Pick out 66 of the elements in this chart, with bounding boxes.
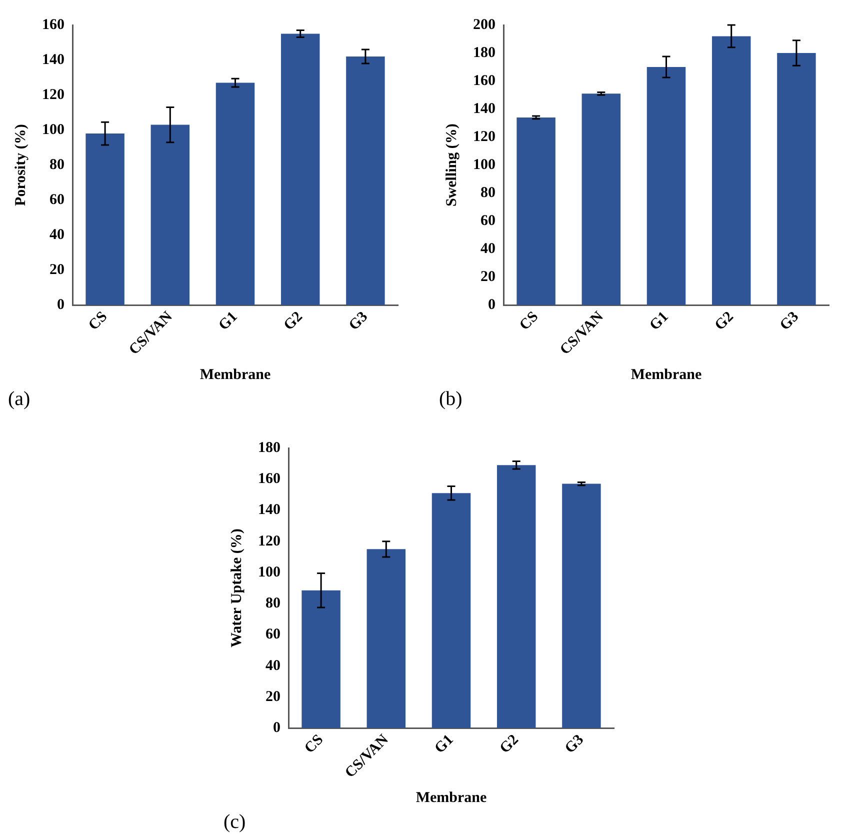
y-tick-label: 40 [265, 658, 280, 674]
y-tick-label: 140 [473, 100, 496, 117]
y-tick-label: 160 [258, 471, 280, 488]
y-tick-label: 100 [473, 156, 496, 173]
y-tick-label: 20 [50, 262, 64, 278]
y-tick-label: 80 [480, 184, 496, 201]
x-tick-label: G1 [216, 308, 241, 334]
bar [712, 36, 751, 306]
y-tick-label: 140 [258, 502, 280, 518]
bar [582, 94, 621, 306]
y-tick-label: 60 [50, 192, 64, 208]
y-tick-label: 20 [265, 688, 280, 705]
text: (c) [224, 811, 247, 834]
x-tick-label: CS [516, 308, 542, 334]
bar [150, 124, 190, 306]
y-axis-title: Porosity (%) [12, 124, 29, 206]
text: (a) [8, 388, 32, 411]
bar [646, 67, 686, 306]
text: (b) [439, 388, 464, 411]
x-tick-label: G2 [712, 308, 737, 334]
x-axis-title: Membrane [200, 366, 271, 383]
y-tick-label: 180 [473, 44, 496, 61]
x-tick-label: G1 [431, 732, 456, 757]
y-tick-label: 200 [473, 16, 496, 33]
y-tick-label: 80 [265, 596, 280, 612]
y-axis-title: Water Uptake (%) [228, 528, 244, 648]
bar [280, 34, 320, 306]
y-tick-label: 60 [265, 626, 280, 643]
bar [562, 484, 600, 728]
x-tick-label: G3 [777, 308, 802, 334]
y-tick-label: 120 [258, 533, 280, 550]
bar [496, 465, 536, 728]
x-axis-title: Membrane [630, 366, 702, 383]
bar [366, 549, 406, 728]
bar [431, 493, 470, 728]
y-tick-label: 180 [258, 440, 280, 456]
x-tick-label: G3 [562, 732, 587, 757]
x-tick-label: G1 [646, 308, 672, 334]
y-tick-label: 0 [272, 720, 280, 736]
x-tick-label: G2 [496, 732, 522, 757]
bar [346, 56, 385, 306]
y-tick-label: 40 [480, 241, 496, 257]
y-tick-label: 140 [42, 52, 64, 68]
x-axis-title: Membrane [415, 790, 486, 806]
y-tick-label: 20 [480, 269, 496, 286]
y-tick-label: 0 [57, 297, 64, 314]
x-tick-label: G3 [346, 308, 372, 334]
x-tick-label: G2 [281, 308, 306, 334]
y-tick-label: 160 [473, 72, 496, 89]
y-tick-label: 40 [50, 226, 64, 243]
y-tick-label: 160 [42, 16, 64, 33]
y-tick-label: 100 [258, 564, 280, 580]
y-tick-label: 100 [42, 122, 64, 138]
y-tick-label: 60 [480, 212, 496, 229]
y-axis-title: Swelling (%) [444, 124, 460, 207]
y-tick-label: 120 [42, 86, 64, 103]
bar [516, 117, 556, 306]
x-tick-label: CS [86, 308, 111, 334]
bar [301, 590, 340, 728]
x-tick-label: CS [301, 732, 326, 757]
bar [86, 134, 124, 306]
y-tick-label: 0 [488, 297, 496, 314]
bar [777, 53, 816, 306]
y-tick-label: 120 [473, 128, 496, 145]
bar [216, 82, 255, 306]
y-tick-label: 80 [50, 156, 64, 173]
